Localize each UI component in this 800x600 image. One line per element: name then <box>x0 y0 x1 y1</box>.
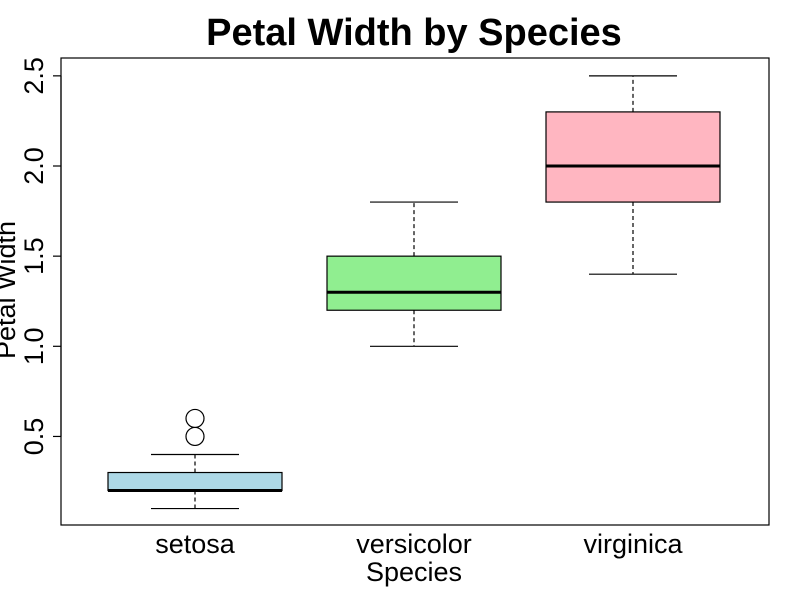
outlier-point <box>185 426 205 447</box>
y-tick-label: 1.5 <box>19 237 49 275</box>
x-axis: setosa versicolor virginica <box>155 529 683 559</box>
box-setosa <box>107 408 283 510</box>
y-tick-label: 1.0 <box>19 328 49 366</box>
y-tick-label: 2.5 <box>19 57 49 95</box>
box-group <box>107 75 721 510</box>
chart-title: Petal Width by Species <box>206 12 622 54</box>
box-iqr <box>545 111 721 203</box>
x-tick-label: virginica <box>583 529 683 559</box>
y-tick-label: 0.5 <box>19 418 49 456</box>
y-axis: 0.5 1.0 1.5 2.0 2.5 <box>19 57 62 456</box>
x-tick-label: setosa <box>155 529 236 559</box>
box-iqr <box>326 255 502 311</box>
x-axis-label: Species <box>366 557 462 587</box>
y-tick-label: 2.0 <box>19 147 49 185</box>
box-iqr <box>107 471 283 492</box>
x-tick-label: versicolor <box>356 529 472 559</box>
outlier-point <box>185 408 205 429</box>
box-virginica <box>545 75 721 275</box>
box-versicolor <box>326 201 502 347</box>
y-axis-label: Petal Width <box>0 221 21 359</box>
